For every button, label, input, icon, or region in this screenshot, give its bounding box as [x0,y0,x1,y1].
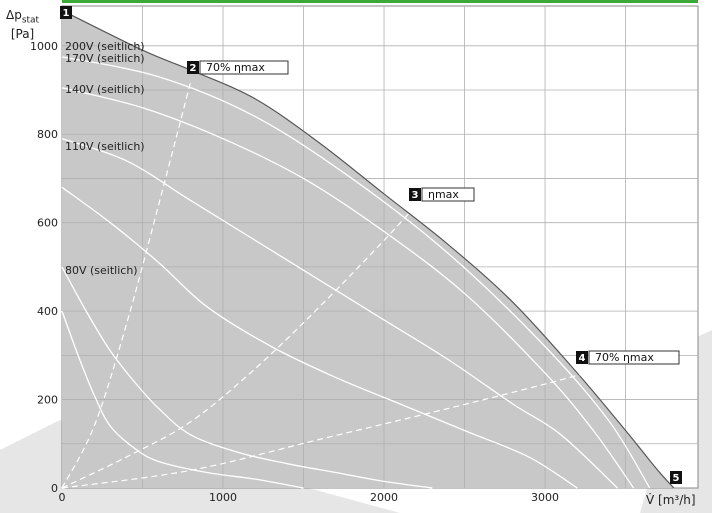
y-tick-label: 200 [37,394,58,407]
y-axis-label-main: Δp [6,8,22,22]
x-tick-label: 3000 [531,491,559,504]
y-axis-label: Δpstat [Pa] [6,8,39,41]
x-tick-label: 0 [59,491,66,504]
y-tick-label: 400 [37,305,58,318]
series-line-6 [61,266,433,489]
efficiency-line-1 [61,81,192,489]
y-tick-label: 0 [51,482,58,495]
top-accent-bar [62,0,698,3]
marker-box-2 [187,61,199,74]
series-line-5 [61,186,578,489]
series-label-3: 140V (seitlich) [65,83,145,96]
marker-label-box-4 [588,350,680,365]
x-axis-label: V̇ [m³/h] [646,493,696,507]
y-axis-label-sub: stat [21,15,40,26]
marker-label-3: ηmax [428,188,459,201]
marker-label-box-3 [421,187,475,202]
marker-box-3 [409,188,421,201]
operating-area [62,10,674,488]
series-line-2 [61,56,651,489]
marker-number-2: 2 [190,63,197,74]
marker-number-4: 4 [579,353,586,364]
series-label-6: 80V (seitlich) [65,264,138,277]
marker-box-4 [576,351,588,364]
marker-box-1 [60,6,72,19]
y-tick-label: 800 [37,128,58,141]
marker-number-5: 5 [673,473,680,484]
series-line-3 [61,87,635,489]
marker-label-box-2 [199,60,289,75]
series-line-4 [61,138,618,489]
efficiency-line-3 [61,370,594,489]
marker-label-4: 70% ηmax [595,351,654,364]
x-tick-label: 1000 [209,491,237,504]
series-label-2: 170V (seitlich) [65,52,145,65]
marker-box-5 [670,471,682,484]
y-tick-label: 600 [37,217,58,230]
y-axis-label-unit: [Pa] [10,27,35,42]
series-label-4: 110V (seitlich) [65,140,145,153]
x-tick-label: 2000 [370,491,398,504]
marker-number-3: 3 [412,190,419,201]
series-line-7 [61,310,304,489]
efficiency-line-2 [61,186,433,489]
marker-number-1: 1 [63,8,70,19]
series-label-1: 200V (seitlich) [65,40,145,53]
marker-label-2: 70% ηmax [206,61,265,74]
y-tick-label: 1000 [30,40,58,53]
